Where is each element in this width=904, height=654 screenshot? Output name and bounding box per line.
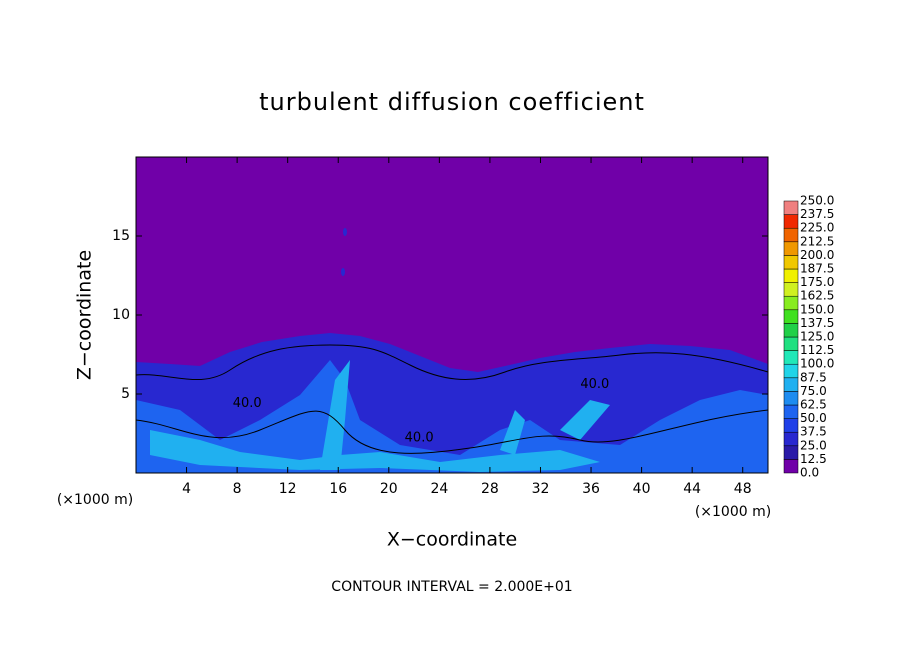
x-tick-label: 48 [734, 481, 752, 497]
x-tick-label: 16 [329, 481, 347, 497]
colorbar-swatch [783, 282, 799, 297]
x-tick-label: 12 [279, 481, 297, 497]
colorbar-swatch [783, 418, 799, 433]
colorbar-label: 137.5 [800, 316, 834, 330]
x-tick-label: 8 [233, 481, 242, 497]
colorbar-label: 187.5 [800, 262, 834, 276]
x-tick-label: 36 [582, 481, 600, 497]
y-axis-label: Z−coordinate [74, 250, 96, 380]
y-tick-label: 5 [121, 386, 130, 402]
colorbar-swatch [783, 227, 799, 243]
colorbar-label: 150.0 [800, 302, 834, 316]
colorbar-label: 100.0 [800, 357, 834, 371]
colorbar-label: 212.5 [800, 234, 834, 248]
colorbar-label: 0.0 [800, 466, 819, 480]
colorbar-swatch [783, 323, 799, 338]
colorbar-label: 112.5 [800, 343, 834, 357]
colorbar-label: 87.5 [800, 370, 827, 384]
colorbar-swatch [783, 350, 799, 365]
colorbar-label: 125.0 [800, 330, 834, 344]
colorbar-swatch [783, 391, 799, 406]
colorbar-label: 250.0 [800, 194, 834, 208]
colorbar-swatch [783, 241, 799, 256]
field [135, 157, 769, 473]
colorbar-swatch [783, 200, 799, 215]
colorbar-swatch [783, 309, 799, 324]
colorbar-swatch [783, 295, 799, 311]
field-region [341, 268, 345, 276]
x-tick-label: 20 [380, 481, 398, 497]
contour-label: 40.0 [233, 396, 262, 411]
field-region [320, 360, 610, 470]
colorbar-swatch [783, 268, 799, 283]
colorbar-swatch [783, 445, 799, 460]
x-unit-label: (×1000 m) [695, 504, 771, 520]
x-tick-label: 44 [683, 481, 701, 497]
field-region [150, 430, 600, 472]
y-tick-label: 15 [112, 228, 130, 244]
contour-interval-note: CONTOUR INTERVAL = 2.000E+01 [331, 579, 572, 595]
colorbar-swatch [783, 336, 799, 351]
colorbar-swatch [783, 255, 799, 270]
colorbar-label: 62.5 [800, 398, 827, 412]
contour-label: 40.0 [580, 377, 609, 392]
colorbar-label: 25.0 [800, 438, 827, 452]
field-region [136, 360, 768, 473]
colorbar-swatch [783, 431, 799, 447]
colorbar-label: 237.5 [800, 207, 834, 221]
x-tick-label: 24 [430, 481, 448, 497]
colorbar-label: 50.0 [800, 411, 827, 425]
colorbar-label: 75.0 [800, 384, 827, 398]
y-tick-label: 10 [112, 307, 130, 323]
contour-line [135, 409, 769, 454]
colorbar-label: 12.5 [800, 452, 827, 466]
x-tick-label: 4 [182, 481, 191, 497]
colorbar-swatch [783, 363, 799, 379]
colorbar-label: 162.5 [800, 289, 834, 303]
contour-label: 40.0 [405, 431, 434, 446]
colorbar-swatch [783, 404, 799, 419]
chart-title: turbulent diffusion coefficient [259, 88, 645, 116]
colorbar-swatch [783, 214, 799, 229]
colorbar-label: 225.0 [800, 221, 834, 235]
field-region [343, 228, 347, 236]
colorbar-label: 175.0 [800, 275, 834, 289]
colorbar-label: 200.0 [800, 248, 834, 262]
colorbar-swatch [783, 459, 799, 474]
x-tick-label: 32 [532, 481, 550, 497]
contour-line [135, 344, 769, 381]
colorbar-label: 37.5 [800, 425, 827, 439]
x-unit-label: (×1000 m) [57, 492, 133, 508]
x-axis-label: X−coordinate [387, 529, 517, 551]
x-tick-label: 28 [481, 481, 499, 497]
colorbar-swatch [783, 377, 799, 392]
x-tick-label: 40 [633, 481, 651, 497]
